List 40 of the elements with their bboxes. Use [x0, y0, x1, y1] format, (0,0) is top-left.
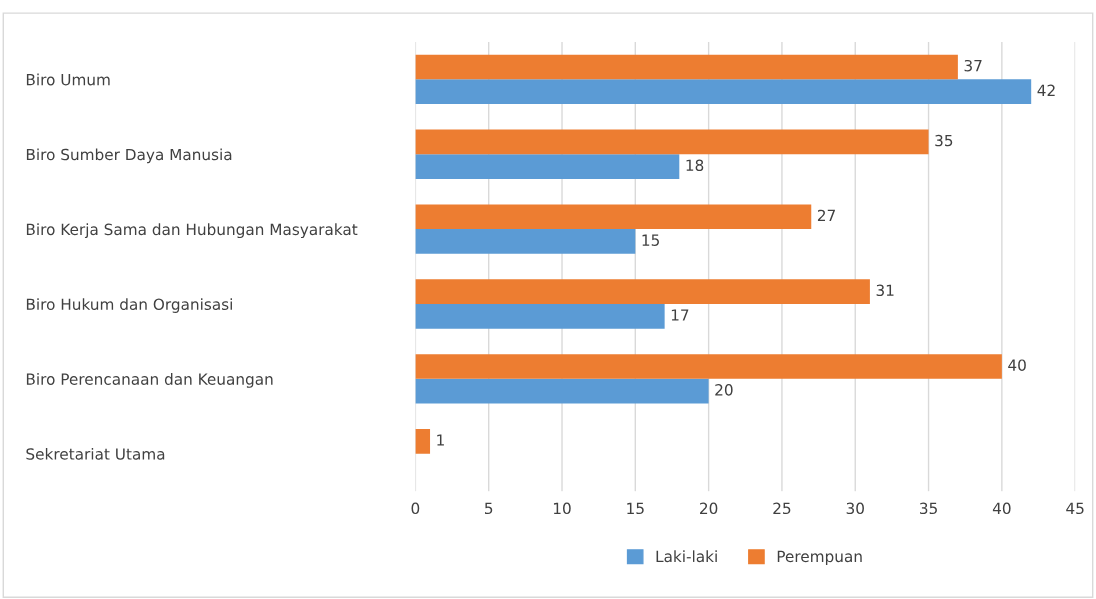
data-label: 15 [642, 234, 659, 246]
data-label: 35 [935, 134, 953, 147]
data-label: 27 [817, 209, 835, 221]
y-tick-label: Biro Umum [26, 73, 110, 86]
x-tick-label: 20 [700, 502, 718, 515]
y-tick-label: Biro Perencanaan dan Keuangan [26, 373, 273, 388]
x-tick-label: 5 [485, 502, 493, 515]
bar [415, 303, 665, 329]
x-tick-label: 30 [846, 502, 864, 515]
x-tick-label: 0 [411, 502, 420, 515]
data-label: 42 [1037, 84, 1055, 96]
data-label: 18 [686, 159, 704, 172]
x-tick-label: 40 [992, 502, 1011, 515]
y-tick-label: Biro Sumber Daya Manusia [26, 148, 232, 164]
y-tick-label: Sekretariat Utama [26, 447, 165, 460]
x-tick-label: 15 [627, 502, 644, 515]
data-label: 17 [671, 309, 689, 321]
bar [415, 279, 870, 304]
legend-label: Perempuan [777, 550, 862, 566]
bar [415, 204, 812, 230]
y-tick-label: Biro Kerja Sama dan Hubungan Masyarakat [26, 223, 358, 239]
data-label: 31 [876, 284, 894, 297]
x-tick-label: 25 [773, 502, 791, 515]
legend-label: Laki-laki [656, 550, 717, 563]
data-label: 20 [715, 384, 733, 396]
bar [415, 79, 1032, 105]
x-tick-label: 10 [553, 502, 571, 515]
bar [415, 378, 709, 404]
bar [415, 229, 636, 254]
bar [415, 154, 680, 179]
x-tick-label: 45 [1066, 502, 1084, 515]
data-label: 1 [437, 434, 444, 446]
x-tick-label: 35 [920, 502, 937, 515]
bar [415, 429, 431, 454]
bar [415, 354, 1002, 379]
y-tick-label: Biro Hukum dan Organisasi [26, 298, 232, 313]
data-label: 40 [1008, 359, 1026, 371]
bar [415, 54, 958, 80]
data-label: 37 [964, 59, 982, 72]
bar [415, 129, 929, 155]
